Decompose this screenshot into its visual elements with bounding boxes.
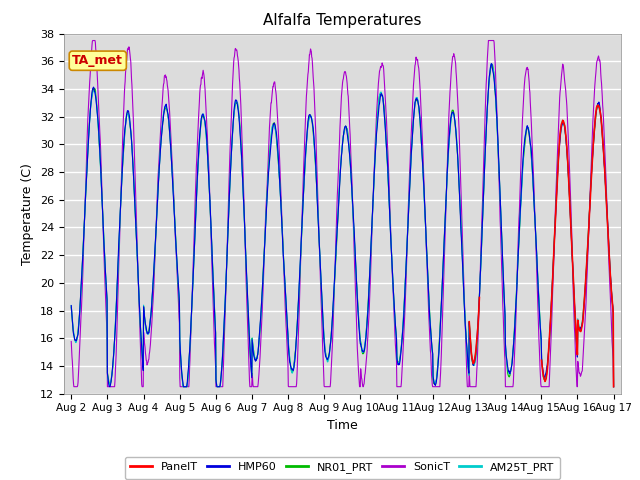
- Y-axis label: Temperature (C): Temperature (C): [22, 163, 35, 264]
- Legend: PanelT, HMP60, NR01_PRT, SonicT, AM25T_PRT: PanelT, HMP60, NR01_PRT, SonicT, AM25T_P…: [125, 457, 560, 479]
- Title: Alfalfa Temperatures: Alfalfa Temperatures: [263, 13, 422, 28]
- X-axis label: Time: Time: [327, 419, 358, 432]
- Text: TA_met: TA_met: [72, 54, 124, 67]
